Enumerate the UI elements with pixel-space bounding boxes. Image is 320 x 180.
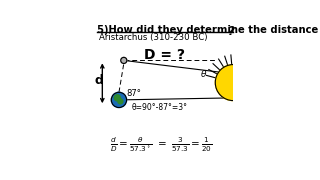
Wedge shape (215, 65, 233, 101)
Text: d: d (94, 74, 103, 87)
Text: D = ?: D = ? (143, 48, 185, 62)
Text: θ: θ (201, 70, 206, 79)
Circle shape (121, 57, 127, 64)
Circle shape (118, 99, 123, 104)
Text: ?: ? (228, 25, 235, 38)
Text: 87°: 87° (127, 89, 141, 98)
Text: $\frac{d}{D}=\frac{\theta}{57.3^\circ}\ =\ \frac{3}{57.3}=\frac{1}{20}$: $\frac{d}{D}=\frac{\theta}{57.3^\circ}\ … (110, 136, 212, 154)
Circle shape (114, 95, 120, 101)
Text: θ=90°-87°=3°: θ=90°-87°=3° (132, 103, 188, 112)
Text: 5)How did they determine the distance to the sun: 5)How did they determine the distance to… (97, 25, 320, 35)
Circle shape (111, 92, 127, 107)
Text: Aristarchus (310-230 BC): Aristarchus (310-230 BC) (99, 33, 207, 42)
